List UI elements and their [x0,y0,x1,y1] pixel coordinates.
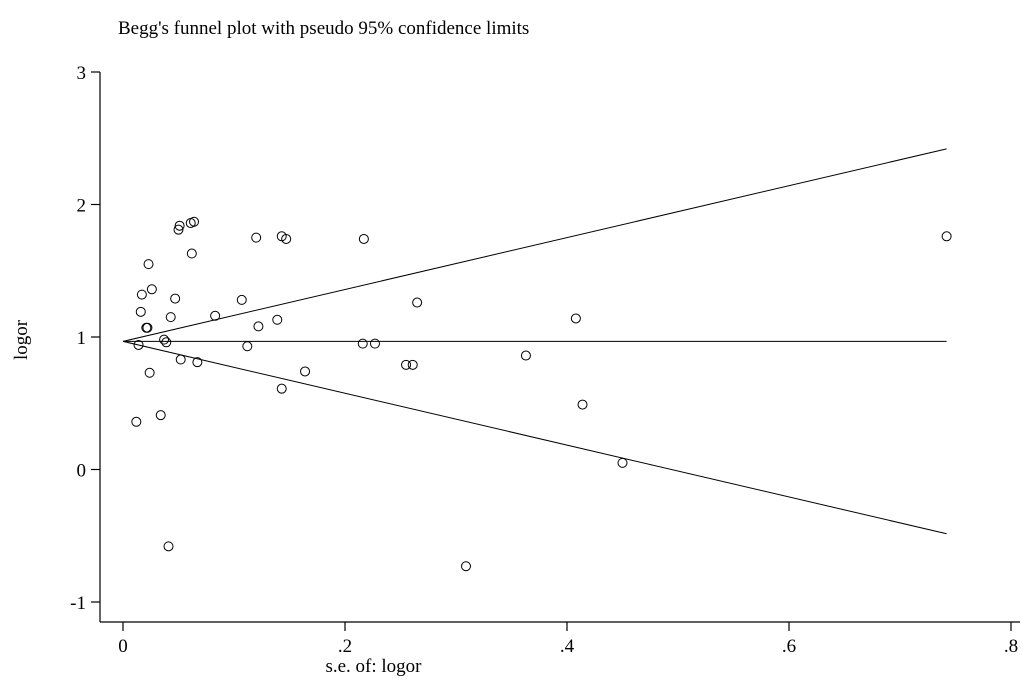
data-point [155,410,166,421]
data-point [401,359,412,370]
axes: -1 0 1 2 3 0 .2 .4 .6 .8 [70,63,1020,657]
data-point [276,383,287,394]
data-point [189,216,200,227]
data-point [175,354,186,365]
x-axis-label-wrap: s.e. of: logor [0,656,1029,678]
data-point [163,541,174,552]
data-point [570,313,581,324]
y-tick-label: 0 [77,461,87,482]
data-point [159,334,170,345]
x-tick-label: .8 [1004,636,1018,657]
y-tick-label: -1 [70,593,86,614]
x-tick-label: .6 [782,636,796,657]
data-point [161,337,172,348]
data-point [251,232,262,243]
data-point [357,338,368,349]
x-axis-label: s.e. of: logor [325,656,422,677]
data-point [131,416,142,427]
data-point [136,289,147,300]
data-point [165,312,176,323]
data-point [407,359,418,370]
data-point [133,339,144,350]
data-point [143,259,154,270]
data-point [941,231,952,242]
data-point [192,357,203,368]
data-point [412,297,423,308]
data-point [272,314,283,325]
chart-title: Begg's funnel plot with pseudo 95% confi… [118,18,530,39]
y-tick-label: 2 [77,196,87,217]
x-tick-label: 0 [118,636,128,657]
data-point [253,321,264,332]
data-point [146,284,157,295]
data-point [577,399,588,410]
data-point [369,338,380,349]
upper-confidence-limit [122,148,947,342]
data-point [174,220,185,231]
data-point [170,293,181,304]
data-point [460,561,471,572]
data-point [142,322,153,333]
data-point [236,294,247,305]
data-point [186,248,197,259]
data-point [358,233,369,244]
data-point [144,367,155,378]
y-tick-label: 3 [77,63,87,84]
data-point [520,350,531,361]
data-point [300,366,311,377]
data-point [281,233,292,244]
lower-confidence-limit [122,340,947,535]
y-tick-label: 1 [77,328,87,349]
data-point [617,457,628,468]
data-point [242,341,253,352]
data-point [173,224,184,235]
x-tick-label: .4 [560,636,575,657]
x-tick-label: .2 [338,636,352,657]
data-points [131,216,952,572]
funnel-lines [122,148,947,535]
data-point [210,310,221,321]
data-point [135,306,146,317]
